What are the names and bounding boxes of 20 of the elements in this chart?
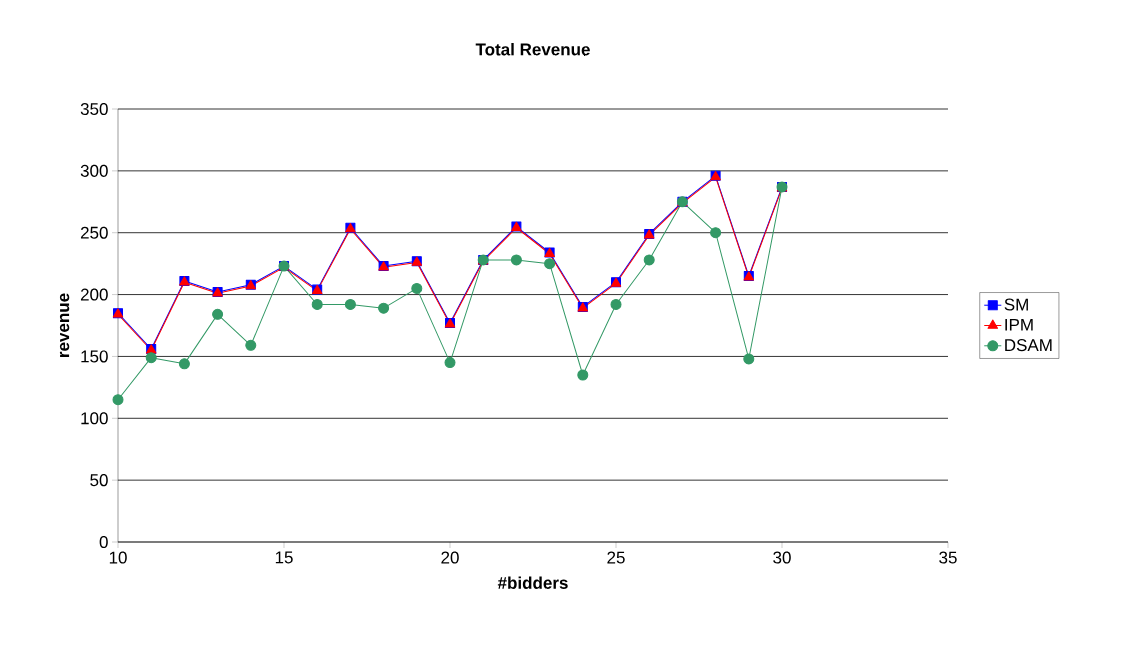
y-tick-label: 250 (80, 226, 108, 239)
legend-label: DSAM (1005, 339, 1052, 352)
x-axis-title: #bidders (497, 576, 568, 589)
y-tick-label: 100 (81, 412, 108, 425)
y-tick-label: 50 (90, 474, 108, 487)
y-axis-title: revenue (59, 293, 70, 357)
legend-label: SM (1004, 298, 1028, 311)
y-tick-label: 350 (80, 102, 108, 116)
x-tick-label: 15 (275, 551, 293, 564)
y-tick-label: 150 (81, 350, 108, 363)
legend-label: IPM (1005, 318, 1033, 331)
y-tick-label: 0 (99, 535, 108, 549)
x-tick-label: 10 (109, 551, 127, 564)
y-tick-label: 300 (80, 164, 108, 177)
chart-title: Total Revenue (475, 42, 590, 56)
x-tick-label: 20 (441, 551, 459, 564)
x-tick-label: 30 (773, 551, 791, 564)
x-tick-label: 25 (607, 551, 625, 564)
x-tick-label: 35 (939, 551, 957, 564)
y-tick-label: 200 (80, 288, 108, 301)
